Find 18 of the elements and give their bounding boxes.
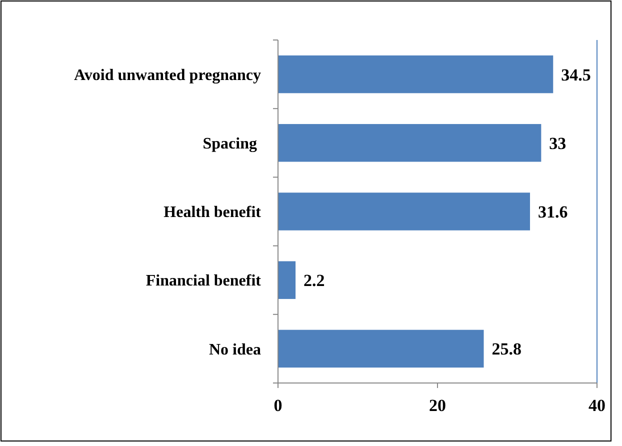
- data-label: 2.2: [304, 271, 325, 290]
- bar: [278, 124, 542, 162]
- data-label: 33: [549, 134, 566, 153]
- bar: [278, 330, 484, 368]
- y-tick-label: Spacing: [202, 136, 261, 152]
- x-tick-label: 40: [588, 396, 606, 415]
- y-tick-label: Avoid unwanted pregnancy: [74, 66, 261, 84]
- data-label: 34.5: [561, 65, 591, 84]
- data-label: 25.8: [492, 340, 522, 359]
- bar: [278, 261, 296, 299]
- x-tick-label: 20: [429, 396, 446, 415]
- x-tick-label: 0: [274, 396, 282, 415]
- bar: [278, 192, 530, 230]
- y-tick-label: No idea: [209, 341, 261, 358]
- data-label: 31.6: [538, 202, 568, 222]
- y-tick-label: Financial benefit: [146, 272, 262, 290]
- y-tick-label: Health benefit: [164, 204, 262, 222]
- bar: [278, 55, 554, 94]
